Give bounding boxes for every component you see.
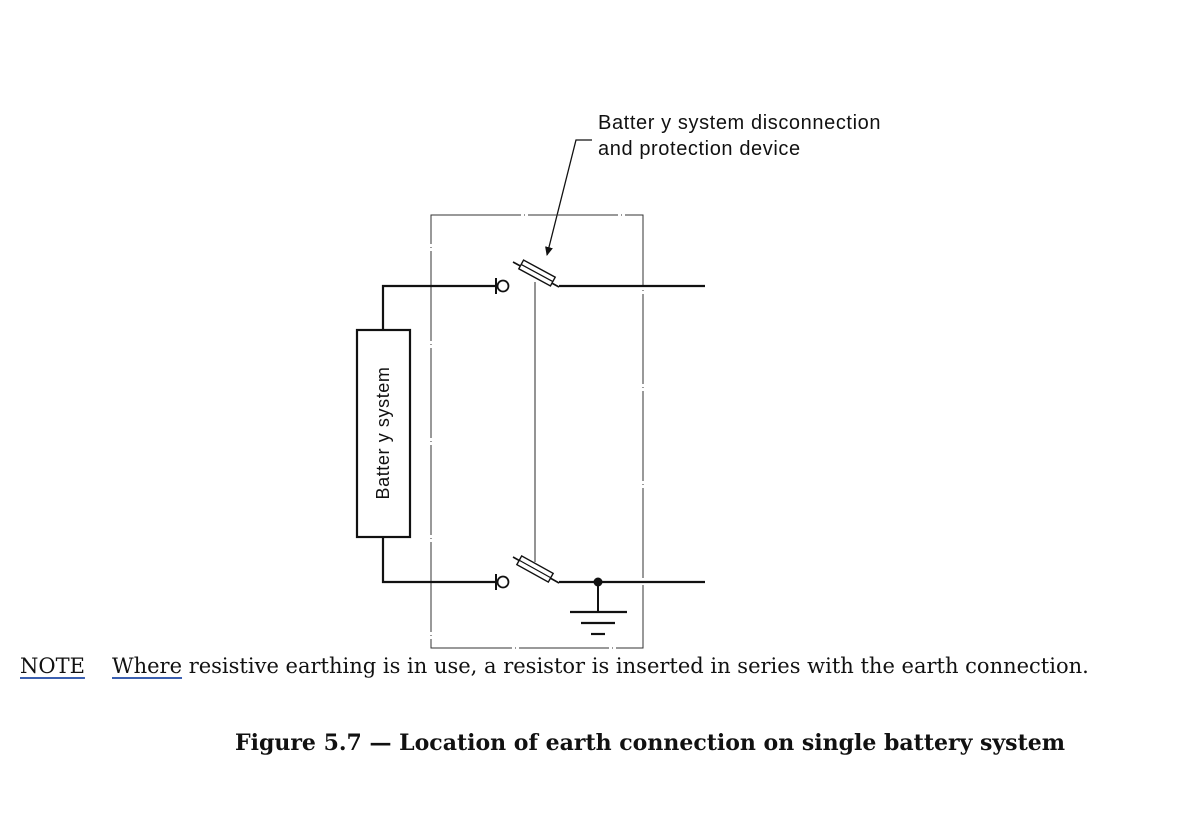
note-text: resistive earthing is in use, a resistor… [182,654,1089,678]
circuit-diagram: Batter y system disconnection and protec… [355,112,881,649]
device-enclosure [430,214,644,649]
figure-caption: Figure 5.7 — Location of earth connectio… [234,730,1066,756]
bottom-contact-terminal [496,575,510,589]
earth-symbol-icon [570,610,627,636]
callout-leader [545,139,592,256]
top-contact-terminal [496,279,510,293]
top-fuse [517,259,557,287]
top-conductor [381,284,496,330]
battery-label: Batter y system [373,366,393,499]
figure-note: NOTE Where resistive earthing is in use, … [20,652,1170,680]
bottom-fuse [515,554,555,584]
callout-label-line2: and protection device [598,138,801,160]
note-label: NOTE [20,654,85,678]
bottom-conductor [381,537,496,584]
note-first-word: Where [112,654,183,678]
callout-label-line1: Batter y system disconnection [598,112,881,134]
